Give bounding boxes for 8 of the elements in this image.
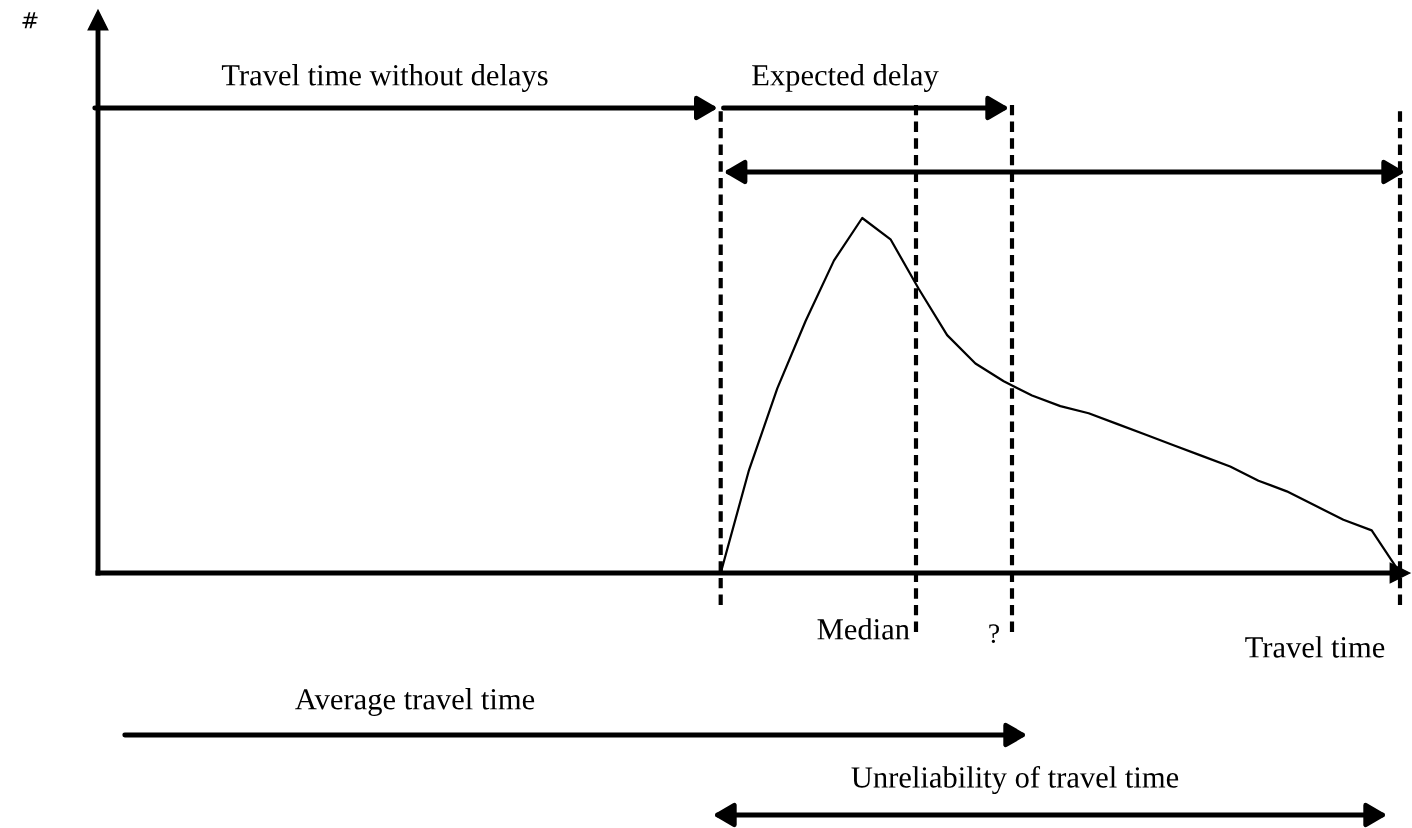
text: Median	[817, 618, 910, 640]
x-axis-title: Travel time	[1245, 636, 1385, 658]
text: ?	[989, 624, 1000, 644]
text: #	[22, 12, 38, 29]
text: Unreliability of travel time	[851, 765, 1179, 795]
text: Expected delay	[752, 64, 939, 92]
text: Average travel time	[295, 688, 535, 716]
text: Travel time without delays	[221, 64, 548, 92]
